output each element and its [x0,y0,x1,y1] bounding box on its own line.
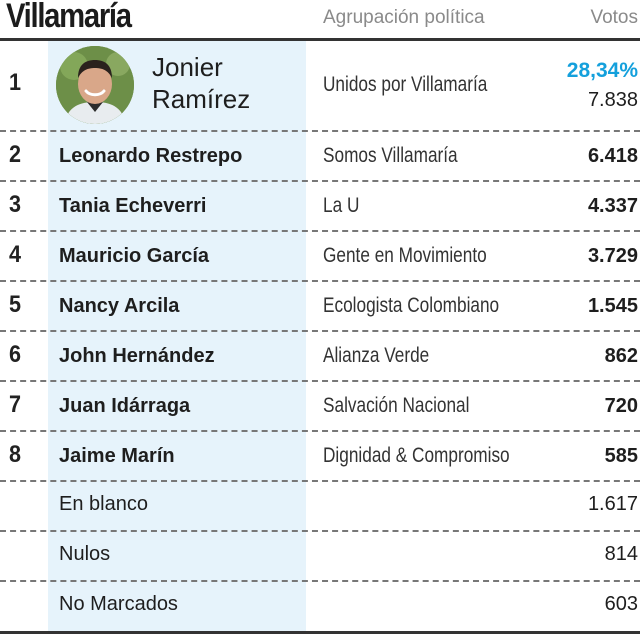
candidate-row: 6 John Hernández Alianza Verde 862 [0,331,640,380]
party-name: Alianza Verde [323,344,430,367]
candidate-row: 3 Tania Echeverri La U 4.337 [0,181,640,230]
vote-count: 585 [604,445,638,467]
vote-percent: 28,34% [566,59,638,82]
party-name: Dignidad & Compromiso [323,444,510,467]
winner-last-name: Ramírez [152,84,251,114]
row-divider [0,380,640,382]
vote-count: 1.617 [587,493,638,515]
party-column-header: Agrupación política [323,7,485,28]
row-label: En blanco [59,493,148,515]
party-name: Somos Villamaría [323,144,458,167]
candidate-name: Jaime Marín [59,445,175,467]
row-divider [0,430,640,432]
winner-first-name: Jonier [152,52,223,82]
rank-number: 7 [9,391,22,418]
row-label: Nulos [59,543,111,565]
candidate-name: Juan Idárraga [59,395,191,417]
page-title: Villamaría [6,0,132,35]
vote-count: 6.418 [587,145,638,167]
row-divider [0,480,640,482]
party-name: Unidos por Villamaría [323,73,488,96]
rank-number: 3 [9,191,22,218]
candidate-name: Nancy Arcila [59,295,180,317]
header-rule [0,38,640,41]
vote-count: 4.337 [587,195,638,217]
candidate-row: 4 Mauricio García Gente en Movimiento 3.… [0,231,640,280]
vote-count: 814 [604,543,638,565]
row-label: No Marcados [59,593,178,615]
vote-count: 603 [604,593,638,615]
candidate-photo [56,46,134,124]
vote-count: 720 [604,395,638,417]
row-divider [0,530,640,532]
votes-column-header: Votos [590,7,638,28]
rank-number: 1 [9,69,22,96]
party-name: Salvación Nacional [323,394,470,417]
candidate-row: 8 Jaime Marín Dignidad & Compromiso 585 [0,431,640,480]
vote-count: 1.545 [587,295,638,317]
candidate-row: 5 Nancy Arcila Ecologista Colombiano 1.5… [0,281,640,330]
rank-number: 2 [9,141,22,168]
table-header: Villamaría Agrupación política Votos [0,0,640,40]
null-votes-row: Nulos 814 [0,531,640,580]
row-divider [0,280,640,282]
party-name: Gente en Movimiento [323,244,487,267]
candidate-row: 7 Juan Idárraga Salvación Nacional 720 [0,381,640,430]
vote-count: 3.729 [587,245,638,267]
row-divider [0,580,640,582]
rank-number: 5 [9,291,22,318]
rank-number: 6 [9,341,22,368]
candidate-name: Tania Echeverri [59,195,207,217]
blank-votes-row: En blanco 1.617 [0,481,640,530]
row-divider [0,130,640,132]
vote-count: 862 [604,345,638,367]
footer-rule [0,631,640,634]
winner-row: 1 Unidos por Villamaría 28,34% 7.838 Jon… [0,41,640,130]
candidate-row: 2 Leonardo Restrepo Somos Villamaría 6.4… [0,131,640,180]
row-divider [0,180,640,182]
vote-count: 7.838 [587,89,638,111]
candidate-name: Leonardo Restrepo [59,145,243,167]
unmarked-votes-row: No Marcados 603 [0,581,640,631]
rank-number: 4 [9,241,22,268]
party-name: La U [323,194,360,217]
name-column-band [48,41,306,631]
rank-number: 8 [9,441,22,468]
row-divider [0,230,640,232]
party-name: Ecologista Colombiano [323,294,500,317]
row-divider [0,330,640,332]
candidate-name: Mauricio García [59,245,210,267]
candidate-name: John Hernández [59,345,215,367]
